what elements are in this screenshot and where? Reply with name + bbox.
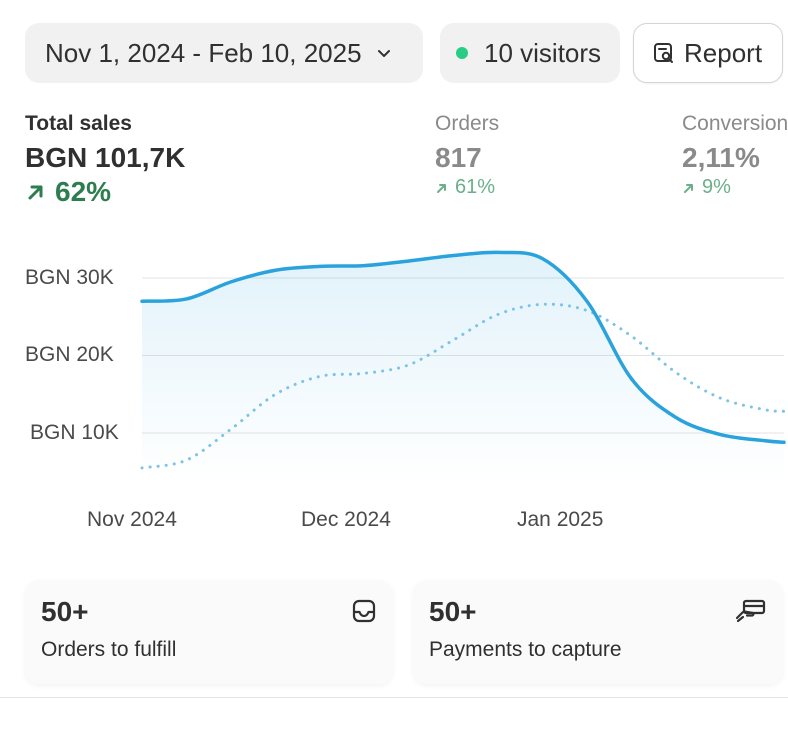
previous-period-series-line bbox=[140, 302, 786, 470]
y-tick-label: BGN 10K bbox=[30, 421, 119, 444]
metric-conversion[interactable]: Conversion 2,11% 9% bbox=[682, 112, 788, 199]
orders-label: Orders bbox=[435, 112, 500, 135]
conversion-label: Conversion bbox=[682, 112, 788, 135]
sales-chart[interactable] bbox=[0, 0, 788, 560]
inbox-icon bbox=[352, 599, 376, 623]
total-sales-value: BGN 101,7K bbox=[25, 142, 186, 173]
payments-to-capture-card[interactable]: 50+ Payments to capture bbox=[413, 580, 783, 684]
date-range-picker[interactable]: Nov 1, 2024 - Feb 10, 2025 bbox=[25, 23, 423, 83]
total-sales-delta-value: 62% bbox=[55, 176, 112, 207]
live-status-dot bbox=[456, 47, 468, 59]
conversion-value: 2,11% bbox=[682, 142, 760, 173]
current-series-area bbox=[142, 252, 784, 480]
orders-delta-value: 61% bbox=[455, 176, 496, 198]
card-label: Payments to capture bbox=[429, 638, 622, 661]
report-label: Report bbox=[684, 37, 763, 68]
conversion-delta: 9% bbox=[682, 176, 788, 199]
report-button[interactable]: Report bbox=[633, 23, 783, 83]
visitors-label: 10 visitors bbox=[484, 37, 602, 68]
orders-delta: 61% bbox=[435, 176, 499, 199]
metric-total-sales[interactable]: Total sales BGN 101,7K 62% bbox=[25, 112, 185, 208]
orders-to-fulfill-card[interactable]: 50+ Orders to fulfill bbox=[25, 580, 393, 684]
card-count: 50+ bbox=[41, 596, 89, 627]
date-range-label: Nov 1, 2024 - Feb 10, 2025 bbox=[45, 37, 362, 68]
total-sales-delta: 62% bbox=[25, 176, 185, 208]
x-tick-label: Nov 2024 bbox=[87, 508, 177, 531]
arrow-up-right-icon bbox=[28, 185, 43, 200]
live-visitors-button[interactable]: 10 visitors bbox=[440, 23, 620, 83]
conversion-delta-value: 9% bbox=[702, 176, 731, 198]
arrow-up-right-icon bbox=[684, 183, 693, 193]
card-label: Orders to fulfill bbox=[41, 638, 177, 661]
arrow-up-right-icon bbox=[437, 183, 446, 193]
orders-value: 817 bbox=[435, 142, 482, 173]
card-count: 50+ bbox=[429, 596, 477, 627]
x-tick-label: Dec 2024 bbox=[301, 508, 391, 531]
divider bbox=[0, 697, 788, 698]
x-tick-label: Jan 2025 bbox=[517, 508, 604, 531]
y-tick-label: BGN 20K bbox=[25, 343, 114, 366]
chevron-down-icon bbox=[377, 50, 390, 57]
total-sales-label: Total sales bbox=[25, 112, 132, 135]
y-tick-label: BGN 30K bbox=[25, 266, 114, 289]
metric-orders[interactable]: Orders 817 61% bbox=[435, 112, 499, 199]
hand-card-icon bbox=[735, 599, 766, 623]
current-series-line bbox=[140, 250, 786, 445]
report-search-icon bbox=[654, 43, 673, 63]
